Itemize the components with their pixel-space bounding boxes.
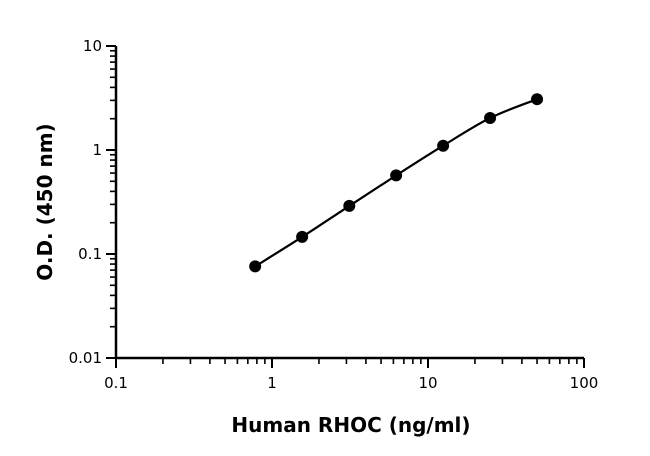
x-tick-label: 100 [570, 374, 599, 392]
y-tick-label: 1 [92, 141, 102, 159]
x-tick-label: 1 [267, 374, 277, 392]
data-point [249, 260, 262, 273]
plot-area [249, 93, 544, 273]
data-point [437, 139, 450, 152]
data-point [390, 169, 403, 182]
y-tick-label: 10 [83, 37, 102, 55]
fit-curve [254, 98, 538, 268]
y-tick-label: 0.1 [78, 245, 102, 263]
y-axis-title: O.D. (450 nm) [33, 123, 57, 280]
data-point [343, 199, 356, 212]
x-axis: 0.1 1 10 100 [104, 356, 599, 392]
y-axis: 0.01 0.1 1 10 [69, 37, 118, 367]
x-tick-label: 10 [418, 374, 437, 392]
x-tick-label: 0.1 [104, 374, 128, 392]
x-axis-title: Human RHOC (ng/ml) [231, 413, 470, 437]
y-tick-label: 0.01 [69, 349, 102, 367]
data-point [484, 112, 497, 125]
data-point [296, 230, 309, 243]
data-point [531, 93, 544, 106]
